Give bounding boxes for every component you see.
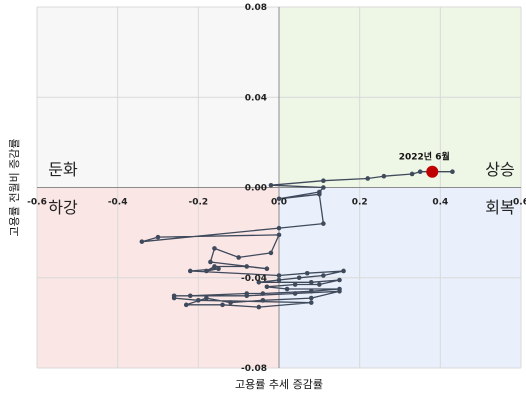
quadrant-label: 둔화 [48,160,78,179]
data-point [220,302,225,308]
data-point [321,178,326,184]
x-tick-label: -0.2 [188,198,208,208]
data-point [296,275,302,281]
data-point [244,264,250,269]
data-point [308,288,314,294]
data-point [337,288,342,294]
data-point [276,232,282,238]
data-point [292,291,298,296]
y-axis-title: 고용률 전월비 증감률 [8,138,21,236]
data-point [264,284,270,290]
quadrant-label: 상승 [485,160,514,179]
data-point [409,171,415,177]
data-point [236,255,241,260]
data-point [276,273,282,278]
data-point [308,279,314,285]
highlight-label: 2022년 6월 [399,151,450,163]
x-tick-label: 0.6 [513,198,526,208]
data-point [204,268,209,274]
data-point [268,250,274,256]
labels: -0.6 -0.4 -0.2 0.0 0.2 0.4 0.6 0.08 0.04 0.00 -0.0… [8,3,526,391]
data-point [317,282,322,287]
data-point [321,221,326,226]
x-tick-label: 0.2 [352,198,368,208]
data-point [321,185,326,190]
data-point [264,266,270,272]
data-point [450,169,455,175]
data-point [308,300,314,305]
data-series [139,165,455,310]
data-point [321,273,326,278]
data-point [308,295,314,301]
data-point [244,293,250,299]
data-point [171,295,177,301]
data-point [208,259,213,265]
data-point [155,234,161,240]
y-tick-label: -0.04 [241,274,267,284]
axes [37,7,521,368]
x-tick-label: -0.6 [27,198,47,208]
highlight-point [426,165,439,178]
y-tick-label: 0.00 [245,184,267,194]
data-point [276,225,282,231]
data-point [196,298,201,303]
data-point [317,191,322,197]
data-point [139,239,145,244]
data-point [284,286,290,292]
x-axis-title: 고용률 추세 증감률 [235,378,323,391]
data-point [228,300,233,305]
data-point [256,279,262,285]
x-tick-label: -0.4 [108,198,128,208]
data-point [365,176,371,181]
data-point [417,169,423,175]
data-point [337,277,342,283]
data-point [183,302,189,308]
data-point [260,298,266,303]
data-point [256,304,262,310]
data-point [187,268,193,274]
data-point [292,282,298,287]
data-point [341,268,346,274]
data-point [304,270,310,276]
x-tick-label: 0.4 [432,198,448,208]
data-point [276,277,282,283]
data-point [212,246,217,251]
data-point [216,266,221,272]
quadrant-label: 회복 [485,198,514,217]
data-point [260,291,266,296]
data-point [204,295,209,301]
data-point [268,182,274,188]
data-point [276,196,282,202]
quadrant-label: 하강 [48,198,78,217]
x-tick-label: 0.0 [271,198,287,208]
data-point [381,173,387,179]
y-tick-label: 0.04 [245,93,267,103]
y-tick-label: -0.08 [241,364,267,374]
data-point [187,293,193,299]
y-tick-label: 0.08 [245,3,267,13]
data-point [212,264,217,269]
